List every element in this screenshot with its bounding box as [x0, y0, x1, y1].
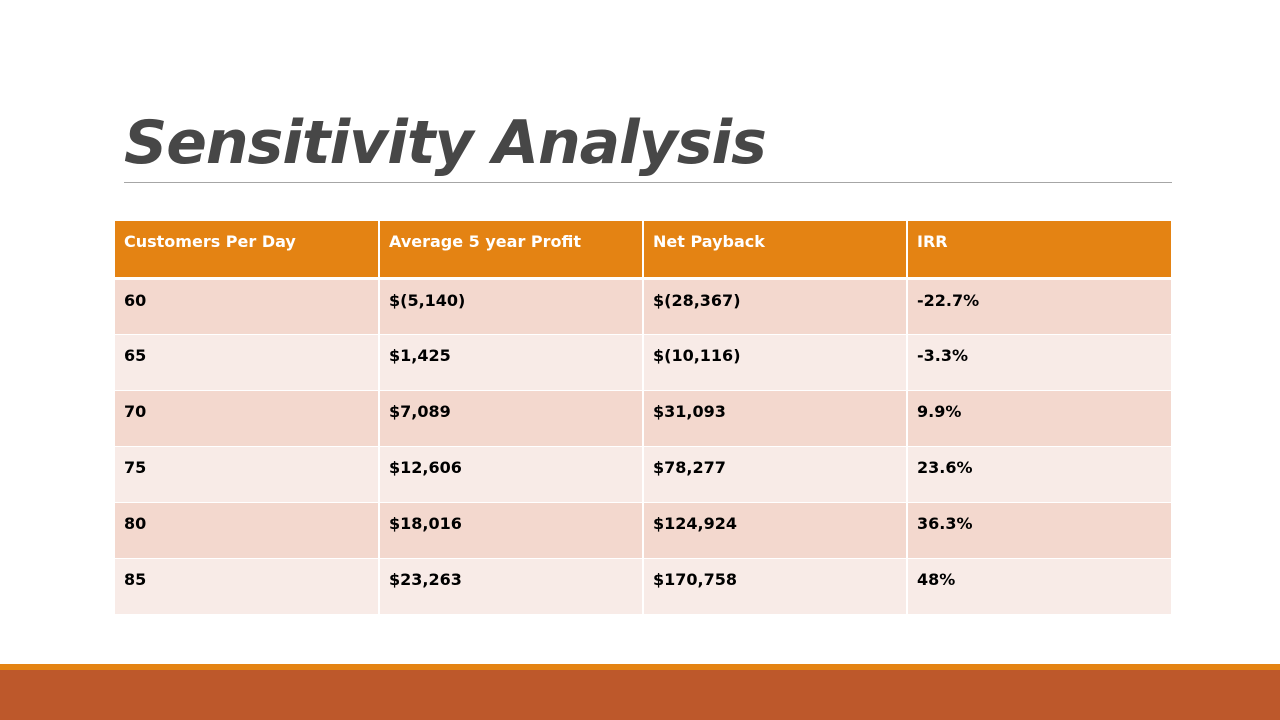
cell-customers-per-day: 85 [115, 558, 380, 615]
cell-irr: 23.6% [907, 446, 1171, 503]
cell-irr: -3.3% [907, 334, 1171, 391]
header-net-payback: Net Payback [643, 221, 908, 280]
header-customers-per-day: Customers Per Day [115, 221, 380, 280]
cell-average-profit: $23,263 [379, 558, 644, 615]
cell-average-profit: $7,089 [379, 390, 644, 447]
cell-customers-per-day: 70 [115, 390, 380, 447]
cell-net-payback: $31,093 [643, 390, 908, 447]
cell-average-profit: $12,606 [379, 446, 644, 503]
cell-average-profit: $(5,140) [379, 278, 644, 335]
footer-bar [0, 670, 1280, 720]
sensitivity-table: Customers Per Day Average 5 year Profit … [115, 221, 1171, 615]
slide-title: Sensitivity Analysis [124, 108, 767, 178]
table-header-row: Customers Per Day Average 5 year Profit … [115, 221, 1171, 280]
cell-net-payback: $124,924 [643, 502, 908, 559]
table-row: 85 $23,263 $170,758 48% [115, 558, 1171, 615]
header-irr: IRR [907, 221, 1171, 280]
cell-irr: 48% [907, 558, 1171, 615]
cell-net-payback: $(10,116) [643, 334, 908, 391]
cell-average-profit: $18,016 [379, 502, 644, 559]
cell-customers-per-day: 80 [115, 502, 380, 559]
cell-net-payback: $170,758 [643, 558, 908, 615]
cell-customers-per-day: 65 [115, 334, 380, 391]
table-row: 80 $18,016 $124,924 36.3% [115, 502, 1171, 559]
footer-accent-line [0, 664, 1280, 670]
header-average-5-year-profit: Average 5 year Profit [379, 221, 644, 280]
cell-average-profit: $1,425 [379, 334, 644, 391]
table-row: 65 $1,425 $(10,116) -3.3% [115, 334, 1171, 391]
cell-net-payback: $(28,367) [643, 278, 908, 335]
cell-irr: -22.7% [907, 278, 1171, 335]
cell-irr: 9.9% [907, 390, 1171, 447]
cell-customers-per-day: 75 [115, 446, 380, 503]
cell-customers-per-day: 60 [115, 278, 380, 335]
table-row: 70 $7,089 $31,093 9.9% [115, 390, 1171, 447]
table-row: 75 $12,606 $78,277 23.6% [115, 446, 1171, 503]
table-row: 60 $(5,140) $(28,367) -22.7% [115, 278, 1171, 335]
cell-irr: 36.3% [907, 502, 1171, 559]
cell-net-payback: $78,277 [643, 446, 908, 503]
title-divider [124, 182, 1172, 183]
